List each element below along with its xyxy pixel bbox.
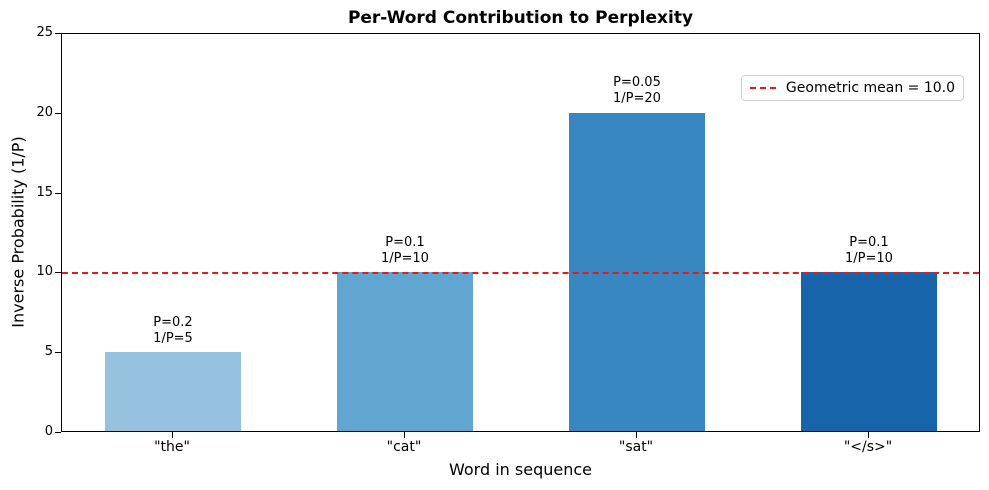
bar-label-line2: 1/P=5	[153, 331, 193, 346]
bar-label-line1: P=0.1	[385, 235, 425, 250]
bar-label-line2: 1/P=10	[381, 251, 429, 266]
x-tick-label: "the"	[154, 439, 190, 455]
bar-label-end-of-sentence: P=0.1 1/P=10	[801, 235, 937, 267]
x-tick-label: "cat"	[386, 439, 422, 455]
y-tick	[55, 33, 61, 34]
legend: Geometric mean = 10.0	[740, 75, 964, 101]
bar-label-sat: P=0.05 1/P=20	[569, 75, 705, 107]
y-tick-label: 0	[44, 424, 53, 439]
bar-cat	[337, 272, 473, 431]
legend-label: Geometric mean = 10.0	[785, 80, 955, 96]
y-tick-label: 20	[36, 105, 53, 120]
x-tick	[868, 432, 869, 438]
geometric-mean-line	[62, 272, 979, 274]
y-tick	[55, 113, 61, 114]
bar-label-line2: 1/P=20	[613, 91, 661, 106]
y-tick	[55, 272, 61, 273]
x-tick-label: "</s>"	[843, 439, 893, 455]
y-tick-label: 10	[36, 264, 53, 279]
y-tick	[55, 432, 61, 433]
y-axis-label: Inverse Probability (1/P)	[8, 136, 28, 328]
dashed-line-icon	[749, 87, 776, 89]
y-tick-label: 5	[44, 344, 53, 359]
bar-label-line2: 1/P=10	[845, 251, 893, 266]
bar-end-of-sentence	[801, 272, 937, 431]
chart-title: Per-Word Contribution to Perplexity	[347, 8, 694, 28]
y-tick-label: 25	[36, 25, 53, 40]
y-tick	[55, 352, 61, 353]
x-tick	[404, 432, 405, 438]
bar-label-line1: P=0.2	[153, 315, 193, 330]
bar-label-the: P=0.2 1/P=5	[105, 315, 241, 347]
y-tick-label: 15	[36, 185, 53, 200]
bar-the	[105, 352, 241, 431]
x-tick	[172, 432, 173, 438]
bar-label-cat: P=0.1 1/P=10	[337, 235, 473, 267]
bar-label-line1: P=0.05	[613, 75, 661, 90]
x-tick	[636, 432, 637, 438]
x-tick-label: "sat"	[618, 439, 654, 455]
x-axis-label: Word in sequence	[449, 460, 592, 479]
bar-label-line1: P=0.1	[849, 235, 889, 250]
y-tick	[55, 193, 61, 194]
plot-area: P=0.2 1/P=5 P=0.1 1/P=10 P=0.05 1/P=20 P…	[61, 33, 980, 432]
